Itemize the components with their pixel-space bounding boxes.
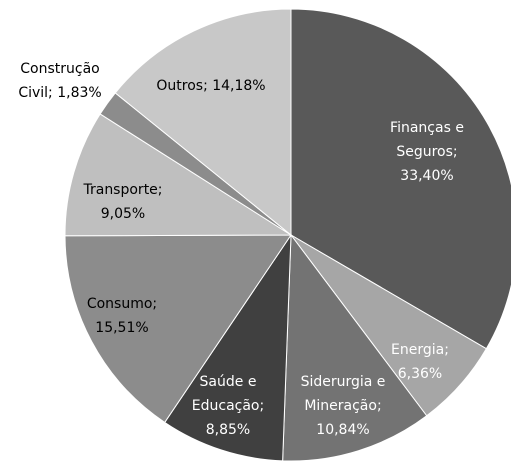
pie-slice bbox=[164, 233, 292, 462]
slice-label: Outros; 14,18% bbox=[156, 78, 265, 94]
label-line: Educação; bbox=[192, 398, 264, 414]
slice-label: Construção Civil; 1,83% bbox=[18, 61, 101, 101]
label-line: 10,84% bbox=[316, 422, 369, 438]
label-line: Transporte; bbox=[82, 182, 162, 198]
slice-label: Consumo; 15,51% bbox=[87, 296, 157, 336]
pie-slice bbox=[290, 8, 511, 350]
pie-slice bbox=[64, 113, 293, 237]
slice-label: Finanças e Seguros; 33,40% bbox=[390, 120, 464, 184]
label-line: Civil; 1,83% bbox=[18, 85, 101, 101]
label-line: Seguros; bbox=[396, 144, 457, 160]
label-line: 8,85% bbox=[206, 422, 250, 438]
label-line: Saúde e bbox=[200, 374, 257, 390]
label-line: Consumo; bbox=[87, 296, 157, 312]
label-line: Construção bbox=[20, 61, 99, 77]
label-line: 15,51% bbox=[95, 320, 148, 336]
label-line: Outros; 14,18% bbox=[156, 78, 265, 94]
slice-label: Energia; 6,36% bbox=[391, 342, 449, 382]
label-line: Siderurgia e bbox=[301, 374, 386, 390]
pie-slice bbox=[114, 8, 292, 237]
label-line: 33,40% bbox=[400, 168, 453, 184]
slice-label: Saúde e Educação; 8,85% bbox=[192, 374, 264, 438]
pie-slice bbox=[64, 234, 292, 424]
label-line: Finanças e bbox=[390, 120, 464, 136]
slice-label: Transporte; 9,05% bbox=[82, 182, 162, 222]
label-line: Mineração; bbox=[304, 398, 381, 414]
label-line: 6,36% bbox=[398, 366, 442, 382]
slice-label: Siderurgia e Mineração; 10,84% bbox=[301, 374, 386, 438]
label-line: 9,05% bbox=[101, 206, 145, 222]
label-line: Energia; bbox=[391, 342, 449, 358]
pie-slice bbox=[282, 233, 428, 462]
